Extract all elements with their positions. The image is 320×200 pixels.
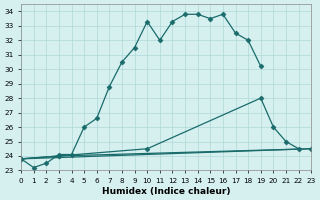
X-axis label: Humidex (Indice chaleur): Humidex (Indice chaleur) [102,187,230,196]
